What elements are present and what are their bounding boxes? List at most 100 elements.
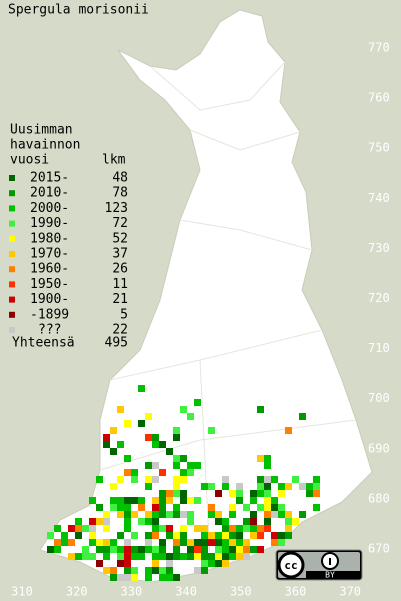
observation-square	[194, 399, 201, 406]
observation-square	[110, 567, 117, 574]
x-grid-label: 350	[230, 585, 252, 599]
observation-square	[201, 546, 208, 553]
observation-square	[201, 553, 208, 560]
observation-square	[124, 497, 131, 504]
observation-square	[208, 532, 215, 539]
observation-square	[152, 511, 159, 518]
observation-square	[145, 511, 152, 518]
observation-square	[173, 511, 180, 518]
observation-square	[159, 469, 166, 476]
y-grid-label: 750	[368, 141, 390, 155]
observation-square	[152, 497, 159, 504]
observation-square	[201, 525, 208, 532]
observation-square	[166, 448, 173, 455]
title: Spergula morisonii	[8, 3, 149, 18]
observation-square	[131, 469, 138, 476]
observation-square	[278, 511, 285, 518]
observation-square	[222, 553, 229, 560]
observation-square	[264, 455, 271, 462]
observation-square	[117, 546, 124, 553]
legend-label: 1990-	[30, 216, 69, 231]
observation-square	[117, 406, 124, 413]
observation-square	[187, 413, 194, 420]
observation-square	[166, 560, 173, 567]
observation-square	[180, 511, 187, 518]
observation-square	[173, 427, 180, 434]
observation-square	[138, 385, 145, 392]
observation-square	[166, 574, 173, 581]
observation-square	[159, 511, 166, 518]
observation-square	[61, 532, 68, 539]
observation-square	[124, 504, 131, 511]
observation-square	[145, 567, 152, 574]
observation-square	[250, 511, 257, 518]
legend-count: 26	[112, 262, 128, 277]
observation-square	[152, 504, 159, 511]
observation-square	[138, 497, 145, 504]
observation-square	[215, 518, 222, 525]
observation-square	[285, 483, 292, 490]
observation-square	[180, 525, 187, 532]
legend-swatch	[9, 266, 15, 273]
legend-swatch	[9, 220, 15, 227]
observation-square	[173, 546, 180, 553]
observation-square	[236, 490, 243, 497]
observation-square	[250, 546, 257, 553]
legend-swatch	[9, 251, 15, 257]
observation-square	[222, 546, 229, 553]
legend-label: -1899	[30, 307, 69, 322]
y-grid-label: 770	[368, 41, 390, 55]
observation-square	[103, 511, 110, 518]
observation-square	[152, 553, 159, 560]
observation-square	[82, 553, 89, 560]
observation-square	[257, 546, 264, 553]
y-grid-label: 710	[368, 341, 390, 355]
observation-square	[285, 511, 292, 518]
observation-square	[229, 553, 236, 560]
observation-square	[166, 553, 173, 560]
observation-square	[264, 490, 271, 497]
observation-square	[159, 567, 166, 574]
observation-square	[180, 455, 187, 462]
observation-square	[187, 539, 194, 546]
legend-count: 123	[105, 201, 128, 216]
observation-square	[173, 462, 180, 469]
observation-square	[306, 490, 313, 497]
observation-square	[271, 476, 278, 483]
observation-square	[173, 455, 180, 462]
observation-square	[201, 567, 208, 574]
observation-square	[250, 490, 257, 497]
observation-square	[173, 532, 180, 539]
observation-square	[166, 490, 173, 497]
observation-square	[145, 462, 152, 469]
observation-square	[201, 539, 208, 546]
observation-square	[159, 497, 166, 504]
observation-square	[96, 504, 103, 511]
observation-square	[54, 525, 61, 532]
observation-square	[257, 483, 264, 490]
observation-square	[131, 574, 138, 581]
observation-square	[215, 532, 222, 539]
observation-square	[159, 441, 166, 448]
legend-label: ???	[38, 323, 61, 338]
observation-square	[145, 532, 152, 539]
observation-square	[124, 553, 131, 560]
observation-square	[89, 532, 96, 539]
observation-square	[124, 574, 131, 581]
observation-square	[222, 525, 229, 532]
observations	[47, 385, 320, 581]
observation-square	[222, 560, 229, 567]
observation-square	[194, 525, 201, 532]
observation-square	[264, 483, 271, 490]
observation-square	[96, 560, 103, 567]
observation-square	[285, 525, 292, 532]
observation-square	[187, 511, 194, 518]
observation-square	[103, 553, 110, 560]
observation-square	[229, 532, 236, 539]
observation-square	[173, 483, 180, 490]
y-grid-label: 740	[368, 191, 390, 205]
observation-square	[229, 511, 236, 518]
observation-square	[278, 490, 285, 497]
observation-square	[117, 441, 124, 448]
observation-square	[117, 504, 124, 511]
